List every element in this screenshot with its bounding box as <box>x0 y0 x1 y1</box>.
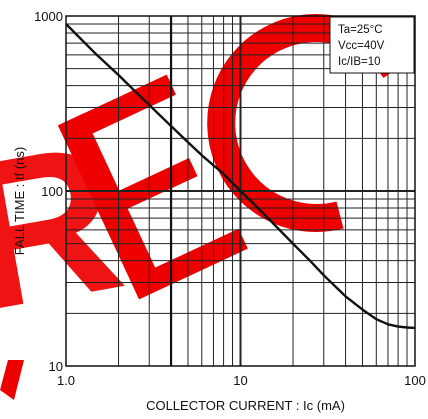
conditions-box <box>329 16 415 74</box>
x-axis-label: COLLECTOR CURRENT : Ic (mA) <box>146 398 345 413</box>
condition-vcc: Vcc=40V <box>338 40 385 52</box>
y-axis-label: FALL TIME : tf (ns) <box>12 147 27 255</box>
condition-temperature: Ta=25°C <box>338 24 383 36</box>
condition-current-ratio: Ic/IB=10 <box>338 56 381 68</box>
watermark-e-bottom-bar <box>129 228 248 300</box>
y-tick-label: 100 <box>41 184 63 199</box>
watermark-e-top-bar <box>57 74 177 146</box>
plot-frame <box>65 15 416 367</box>
y-tick-label: 1000 <box>34 9 63 24</box>
fall-time-curve <box>65 23 416 330</box>
x-tick-label: 10 <box>233 373 247 388</box>
y-tick-label: 10 <box>49 359 63 374</box>
x-tick-label: 1.0 <box>57 373 75 388</box>
x-tick-label: 100 <box>404 373 426 388</box>
watermark-fragment <box>0 360 24 400</box>
watermark: R <box>0 14 407 400</box>
